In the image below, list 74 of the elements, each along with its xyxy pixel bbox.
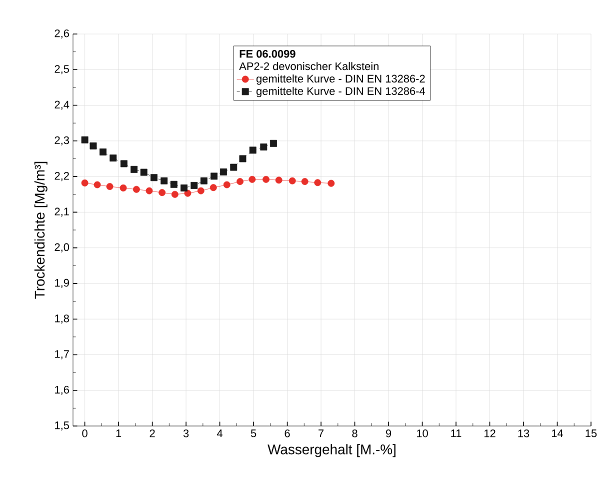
legend-title: FE 06.0099 bbox=[240, 50, 296, 58]
point bbox=[260, 143, 268, 150]
y-tick-label: 1,6 bbox=[55, 386, 69, 395]
x-tick-label: 13 bbox=[518, 430, 530, 438]
point bbox=[132, 186, 140, 193]
y-tick-label: 2,3 bbox=[54, 136, 69, 146]
point bbox=[150, 174, 158, 182]
x-tick-label: 4 bbox=[217, 430, 223, 438]
point bbox=[301, 178, 308, 186]
point bbox=[110, 154, 117, 162]
x-tick-label: 1 bbox=[116, 430, 122, 438]
point bbox=[210, 184, 217, 192]
x-axis-title: Wassergehalt [M.-%] bbox=[268, 444, 396, 458]
point bbox=[130, 166, 138, 173]
point bbox=[230, 164, 238, 171]
point bbox=[120, 160, 128, 168]
y-tick-label: 2,4 bbox=[54, 100, 70, 110]
point bbox=[239, 155, 246, 162]
y-tick-label: 2,6 bbox=[54, 29, 69, 39]
point bbox=[106, 183, 114, 190]
point bbox=[190, 182, 198, 189]
x-tick-label: 14 bbox=[552, 430, 564, 438]
point bbox=[270, 140, 277, 147]
point bbox=[197, 187, 204, 194]
point bbox=[81, 136, 88, 144]
legend-label: gemittelte Kurve - DIN EN 13286-4 bbox=[256, 86, 426, 98]
x-tick-label: 3 bbox=[183, 430, 189, 438]
y-tick-label: 2,2 bbox=[54, 172, 69, 182]
y-tick-label: 2,5 bbox=[54, 65, 70, 74]
point bbox=[170, 180, 178, 188]
point bbox=[262, 176, 270, 183]
point bbox=[328, 180, 335, 187]
point bbox=[210, 172, 218, 180]
point bbox=[275, 176, 282, 184]
x-tick-label: 5 bbox=[250, 430, 256, 438]
point bbox=[314, 179, 322, 186]
point bbox=[288, 177, 296, 184]
point bbox=[248, 176, 256, 183]
y-tick-label: 2,0 bbox=[54, 243, 70, 252]
point bbox=[171, 190, 178, 198]
point bbox=[90, 142, 97, 150]
point bbox=[158, 189, 166, 196]
point bbox=[200, 177, 208, 184]
y-tick-label: 1,9 bbox=[55, 278, 69, 288]
legend-label: gemittelte Kurve - DIN EN 13286-2 bbox=[256, 74, 425, 85]
y-tick-label: 1,7 bbox=[55, 350, 69, 360]
point bbox=[223, 181, 230, 188]
y-axis-title: Trockendichte [Mg/m³] bbox=[34, 162, 48, 299]
x-tick-label: 7 bbox=[318, 430, 324, 438]
point bbox=[160, 177, 168, 184]
x-tick-label: 2 bbox=[150, 430, 155, 438]
x-tick-label: 8 bbox=[352, 430, 358, 438]
point bbox=[140, 168, 148, 176]
point bbox=[249, 146, 256, 154]
y-tick-label: 1,5 bbox=[55, 422, 70, 430]
x-tick-label: 6 bbox=[284, 430, 290, 438]
x-tick-label: 0 bbox=[82, 430, 88, 438]
y-tick-label: 2,1 bbox=[54, 208, 69, 217]
point bbox=[236, 178, 244, 186]
point bbox=[100, 148, 107, 156]
point bbox=[184, 190, 192, 197]
x-tick-label: 12 bbox=[484, 430, 496, 438]
point bbox=[81, 179, 88, 186]
x-tick-label: 15 bbox=[586, 430, 597, 438]
point bbox=[180, 184, 188, 192]
point bbox=[146, 187, 153, 194]
y-tick-label: 1,8 bbox=[55, 314, 69, 324]
point bbox=[220, 168, 227, 176]
point bbox=[94, 181, 101, 188]
x-tick-label: 9 bbox=[386, 430, 392, 438]
x-tick-label: 11 bbox=[451, 430, 462, 438]
x-tick-label: 10 bbox=[417, 430, 428, 438]
annotation: AP2-2 devonischer Kalkstein bbox=[239, 62, 378, 70]
point bbox=[120, 184, 127, 192]
